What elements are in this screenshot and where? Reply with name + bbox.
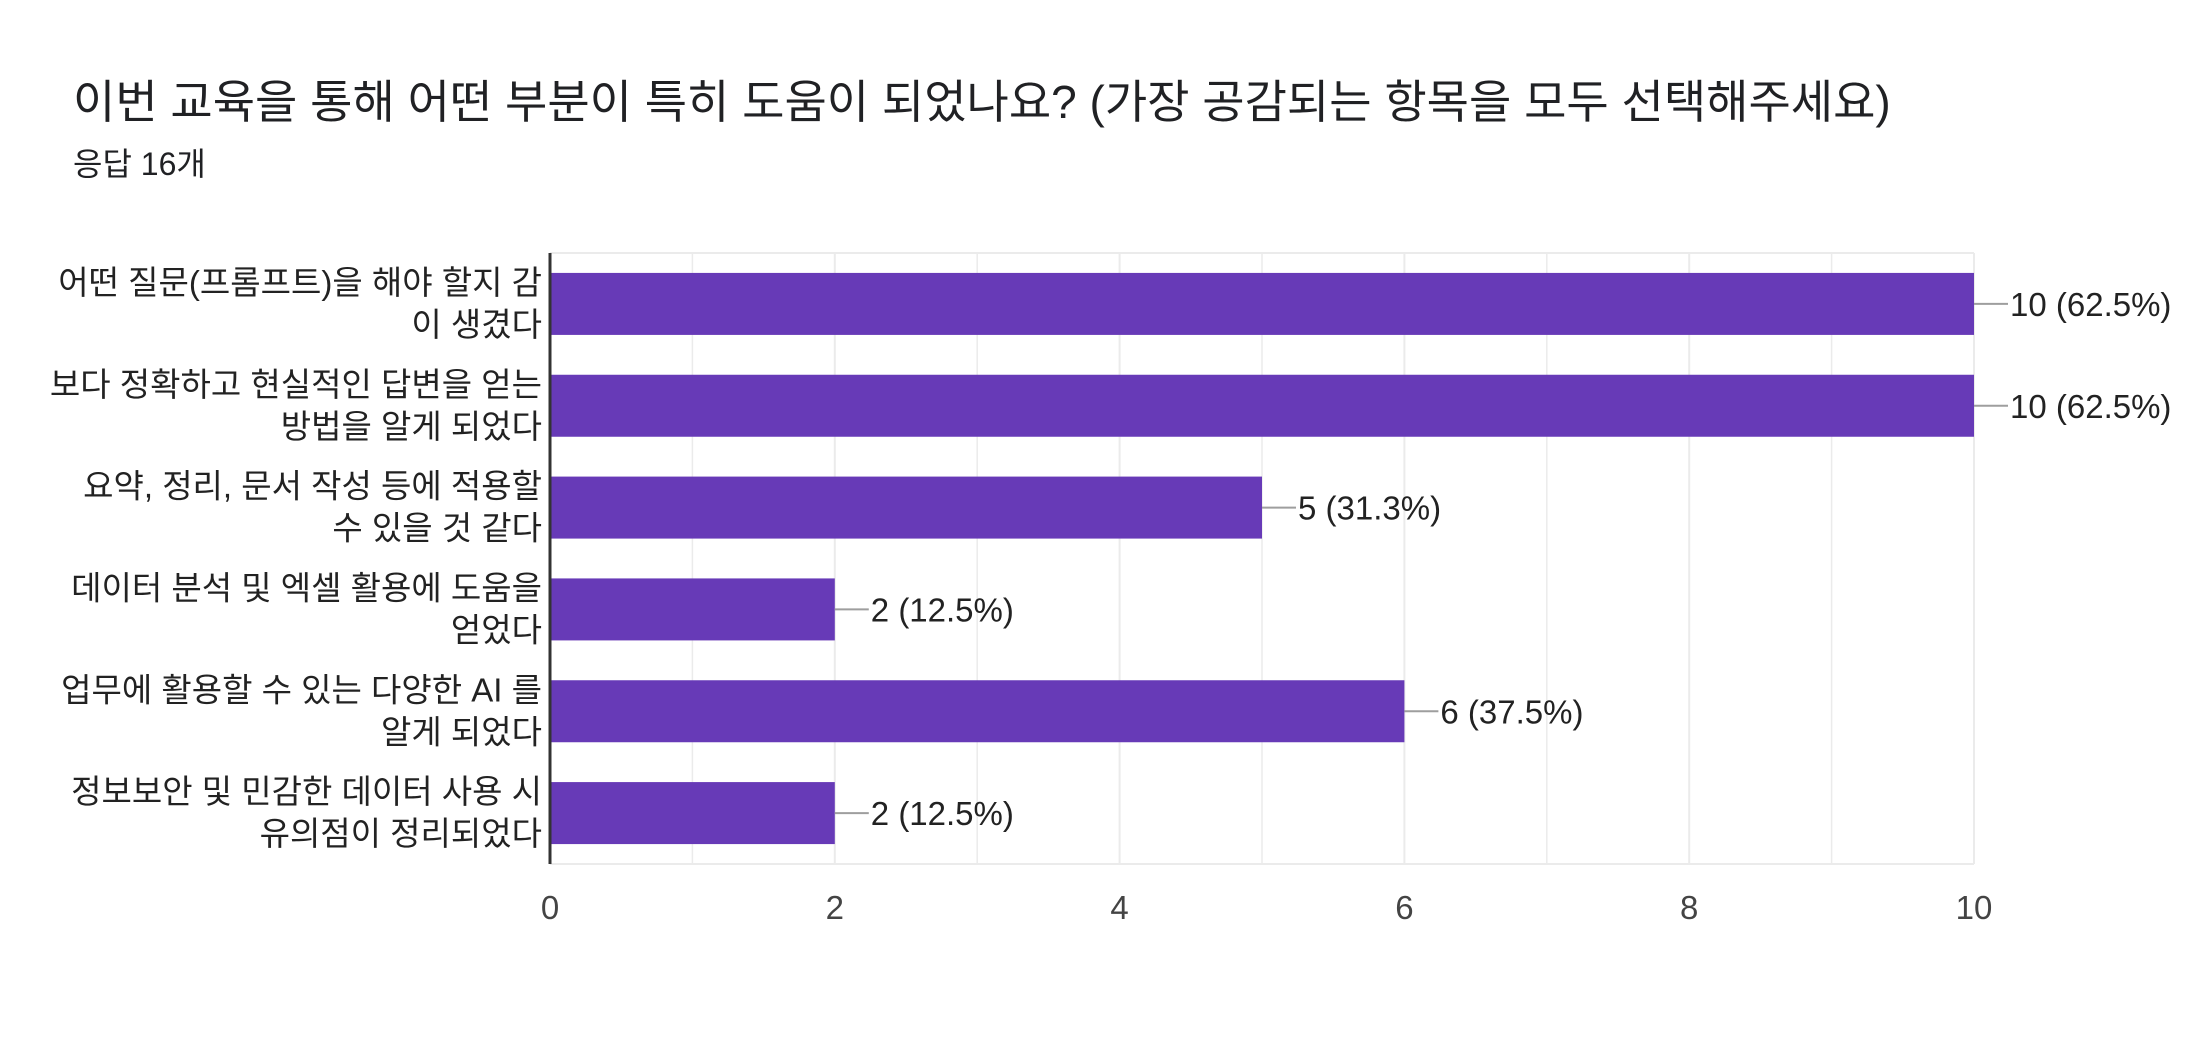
category-label-line: 이 생겼다 xyxy=(411,306,542,343)
category-label-line: 알게 되었다 xyxy=(381,713,542,750)
bar xyxy=(550,680,1405,743)
gridlines xyxy=(549,252,1975,865)
x-tick-label: 8 xyxy=(1680,889,1698,926)
x-tick-label: 6 xyxy=(1395,889,1413,926)
x-tick-label: 2 xyxy=(826,889,844,926)
category-label-line: 어떤 질문(프롬프트)을 해야 할지 감 xyxy=(58,264,542,301)
bar xyxy=(550,374,1974,437)
category-label-line: 정보보안 및 민감한 데이터 사용 시 xyxy=(71,773,542,810)
bar xyxy=(550,272,1974,335)
data-label: 5 (31.3%) xyxy=(1298,490,1441,527)
data-label: 2 (12.5%) xyxy=(871,591,1014,628)
bars xyxy=(550,272,1974,845)
data-label: 2 (12.5%) xyxy=(871,795,1014,832)
response-count: 응답 16개 xyxy=(73,146,206,182)
category-label-line: 보다 정확하고 현실적인 답변을 얻는 xyxy=(50,366,542,403)
category-label-line: 요약, 정리, 문서 작성 등에 적용할 xyxy=(83,468,542,505)
category-label-line: 유의점이 정리되었다 xyxy=(260,815,542,852)
category-label-line: 업무에 활용할 수 있는 다양한 AI 를 xyxy=(61,671,542,708)
axes: 0 2 4 6 8 10 xyxy=(541,253,1993,926)
data-label: 10 (62.5%) xyxy=(2010,286,2171,323)
category-label-line: 수 있을 것 같다 xyxy=(332,510,542,547)
category-label-line: 데이터 분석 및 엑셀 활용에 도움을 xyxy=(71,569,542,606)
chart-title: 이번 교육을 통해 어떤 부분이 특히 도움이 되었나요? (가장 공감되는 항… xyxy=(73,76,1891,128)
bar xyxy=(550,476,1262,539)
bar xyxy=(550,578,835,641)
data-label: 10 (62.5%) xyxy=(2010,388,2171,425)
category-label-line: 얻었다 xyxy=(451,611,542,648)
category-label-line: 방법을 알게 되었다 xyxy=(281,408,542,445)
bar xyxy=(550,782,835,845)
x-tick-label: 4 xyxy=(1110,889,1128,926)
x-tick-label: 10 xyxy=(1956,889,1993,926)
x-tick-label: 0 xyxy=(541,889,559,926)
data-label: 6 (37.5%) xyxy=(1440,693,1583,730)
